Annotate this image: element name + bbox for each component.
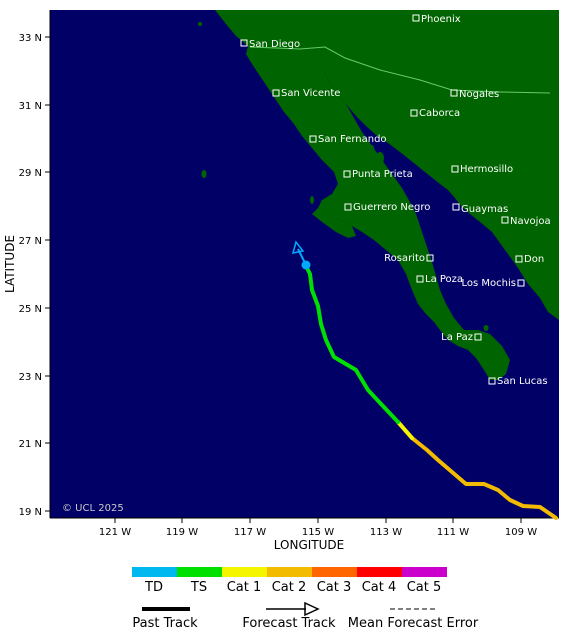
- y-tick-label: 23 N: [19, 372, 42, 383]
- city-marker-san-lucas: [488, 377, 496, 385]
- credit-label: © UCL 2025: [62, 503, 124, 514]
- track-legend: Past Track Forecast Track Mean Forecast …: [132, 601, 479, 631]
- baja-peninsula: [246, 46, 510, 380]
- x-tick-label: 115 W: [302, 527, 334, 538]
- x-tick-label: 113 W: [370, 527, 402, 538]
- y-tick-labels: 33 N 31 N 29 N 27 N 25 N 23 N 21 N 19 N: [19, 33, 42, 518]
- y-tick-label: 33 N: [19, 33, 42, 44]
- city-marker-phoenix: [412, 14, 420, 22]
- y-tick-label: 19 N: [19, 507, 42, 518]
- city-label: Navojoa: [510, 216, 551, 227]
- legend-label-cat2: Cat 2: [272, 580, 307, 595]
- city-label: Caborca: [419, 108, 460, 119]
- legend-label-cat5: Cat 5: [407, 580, 442, 595]
- city-marker-san-diego: [240, 39, 248, 47]
- mainland: [215, 10, 559, 320]
- y-tick-label: 21 N: [19, 439, 42, 450]
- us-mexico-border: [249, 46, 551, 94]
- past-track-legend-label: Past Track: [132, 616, 198, 631]
- city-marker-guaymas: [452, 203, 460, 211]
- y-tick-label: 29 N: [19, 168, 42, 179]
- city-marker-san-fernando: [309, 135, 317, 143]
- forecast-arrow-head: [291, 240, 305, 254]
- city-label: San Lucas: [497, 376, 548, 387]
- cities: [240, 14, 525, 385]
- legend-swatch-ts: [177, 567, 222, 577]
- city-marker-caborca: [410, 109, 418, 117]
- city-marker-rosarito: [426, 254, 434, 262]
- city-label: Guaymas: [461, 204, 508, 215]
- legend-label-cat4: Cat 4: [362, 580, 397, 595]
- legend-swatch-cat2: [267, 567, 312, 577]
- city-marker-hermosillo: [451, 165, 459, 173]
- x-tick-label: 119 W: [166, 527, 198, 538]
- legend-label-td: TD: [144, 580, 163, 595]
- legend-label-cat3: Cat 3: [317, 580, 352, 595]
- storm-current-position: [301, 260, 311, 270]
- x-tick-label: 111 W: [437, 527, 469, 538]
- x-tick-label: 117 W: [234, 527, 266, 538]
- city-label: La Paz: [441, 332, 473, 343]
- vizcaino-peninsula: [312, 208, 356, 238]
- city-label: Guerrero Negro: [353, 202, 430, 213]
- y-tick-label: 27 N: [19, 236, 42, 247]
- legend-swatch-cat5: [402, 567, 447, 577]
- city-label: Don: [524, 254, 544, 265]
- city-label: Los Mochis: [462, 278, 516, 289]
- city-marker-nogales: [450, 89, 458, 97]
- city-label: Rosarito: [384, 253, 425, 264]
- x-tick-label: 109 W: [505, 527, 537, 538]
- city-label: Phoenix: [421, 14, 461, 25]
- mean-forecast-error-legend-label: Mean Forecast Error: [348, 616, 479, 631]
- city-marker-san-vicente: [272, 89, 280, 97]
- storm-past-track: [304, 264, 558, 520]
- city-labels: Phoenix San Diego Nogales San Vicente Ca…: [249, 14, 551, 387]
- islands: [198, 22, 489, 331]
- legend-swatch-td: [132, 567, 177, 577]
- city-marker-los-mochis: [517, 279, 525, 287]
- city-marker-navojoa: [501, 216, 509, 224]
- forecast-track-legend-arrowhead: [304, 601, 320, 617]
- legend-swatch-cat4: [357, 567, 402, 577]
- city-label: Nogales: [459, 89, 499, 100]
- city-label: Punta Prieta: [352, 169, 413, 180]
- city-marker-guerrero-negro: [344, 203, 352, 211]
- y-axis-title: LATITUDE: [3, 235, 17, 293]
- city-marker-la-paz: [474, 333, 482, 341]
- legend-label-ts: TS: [190, 580, 207, 595]
- track-segment-cat2: [410, 436, 558, 520]
- track-segment-cat1: [396, 420, 414, 440]
- forecast-track-legend-label: Forecast Track: [242, 616, 336, 631]
- y-tick-label: 25 N: [19, 304, 42, 315]
- axis-ticks: [45, 10, 559, 523]
- city-label: San Diego: [249, 39, 300, 50]
- legend-label-cat1: Cat 1: [227, 580, 262, 595]
- city-marker-la-poza: [416, 275, 424, 283]
- city-marker-don: [515, 255, 523, 263]
- x-tick-label: 121 W: [99, 527, 131, 538]
- city-label: San Vicente: [281, 88, 340, 99]
- x-axis-title: LONGITUDE: [274, 538, 344, 552]
- city-label: La Poza: [425, 274, 463, 285]
- x-tick-labels: 121 W 119 W 117 W 115 W 113 W 111 W 109 …: [99, 527, 537, 538]
- track-segment-ts: [304, 264, 400, 424]
- city-marker-punta-prieta: [343, 170, 351, 178]
- legend-swatch-cat1: [222, 567, 267, 577]
- legend-swatch-cat3: [312, 567, 357, 577]
- city-label: San Fernando: [318, 134, 387, 145]
- y-tick-label: 31 N: [19, 101, 42, 112]
- intensity-legend: TD TS Cat 1 Cat 2 Cat 3 Cat 4 Cat 5: [132, 567, 447, 595]
- city-label: Hermosillo: [460, 164, 513, 175]
